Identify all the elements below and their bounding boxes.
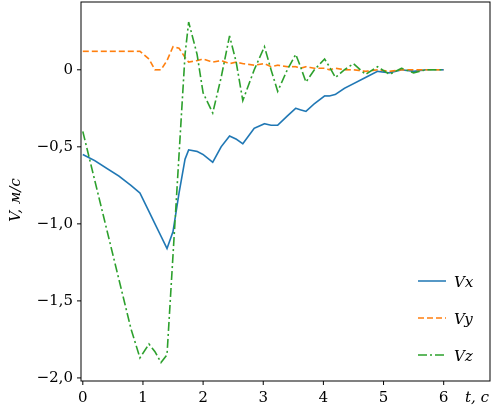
plot-frame	[80, 1, 491, 382]
x-tick-label: 1	[138, 388, 148, 406]
y-tick-label: −1,0	[37, 214, 73, 232]
x-tick-label: 0	[78, 388, 88, 406]
x-tick-label: 4	[319, 388, 329, 406]
series-line	[82, 45, 444, 73]
y-tick-label: −1,5	[37, 291, 73, 309]
y-axis-label: V, м/с	[6, 178, 24, 222]
y-tick-label: −2,0	[37, 368, 73, 386]
legend-label: Vx	[454, 273, 474, 291]
legend-label: Vz	[454, 347, 473, 365]
series-line	[82, 68, 444, 251]
y-tick-label: 0	[63, 60, 73, 78]
x-tick-label: 2	[198, 388, 208, 406]
series-line	[82, 21, 444, 364]
x-tick-label: 3	[258, 388, 268, 406]
x-tick-label: 6	[439, 388, 449, 406]
x-tick-label: 5	[379, 388, 389, 406]
legend-label: Vy	[454, 310, 473, 328]
x-axis-label: t, c	[465, 388, 490, 406]
y-tick-label: −0,5	[37, 137, 73, 155]
